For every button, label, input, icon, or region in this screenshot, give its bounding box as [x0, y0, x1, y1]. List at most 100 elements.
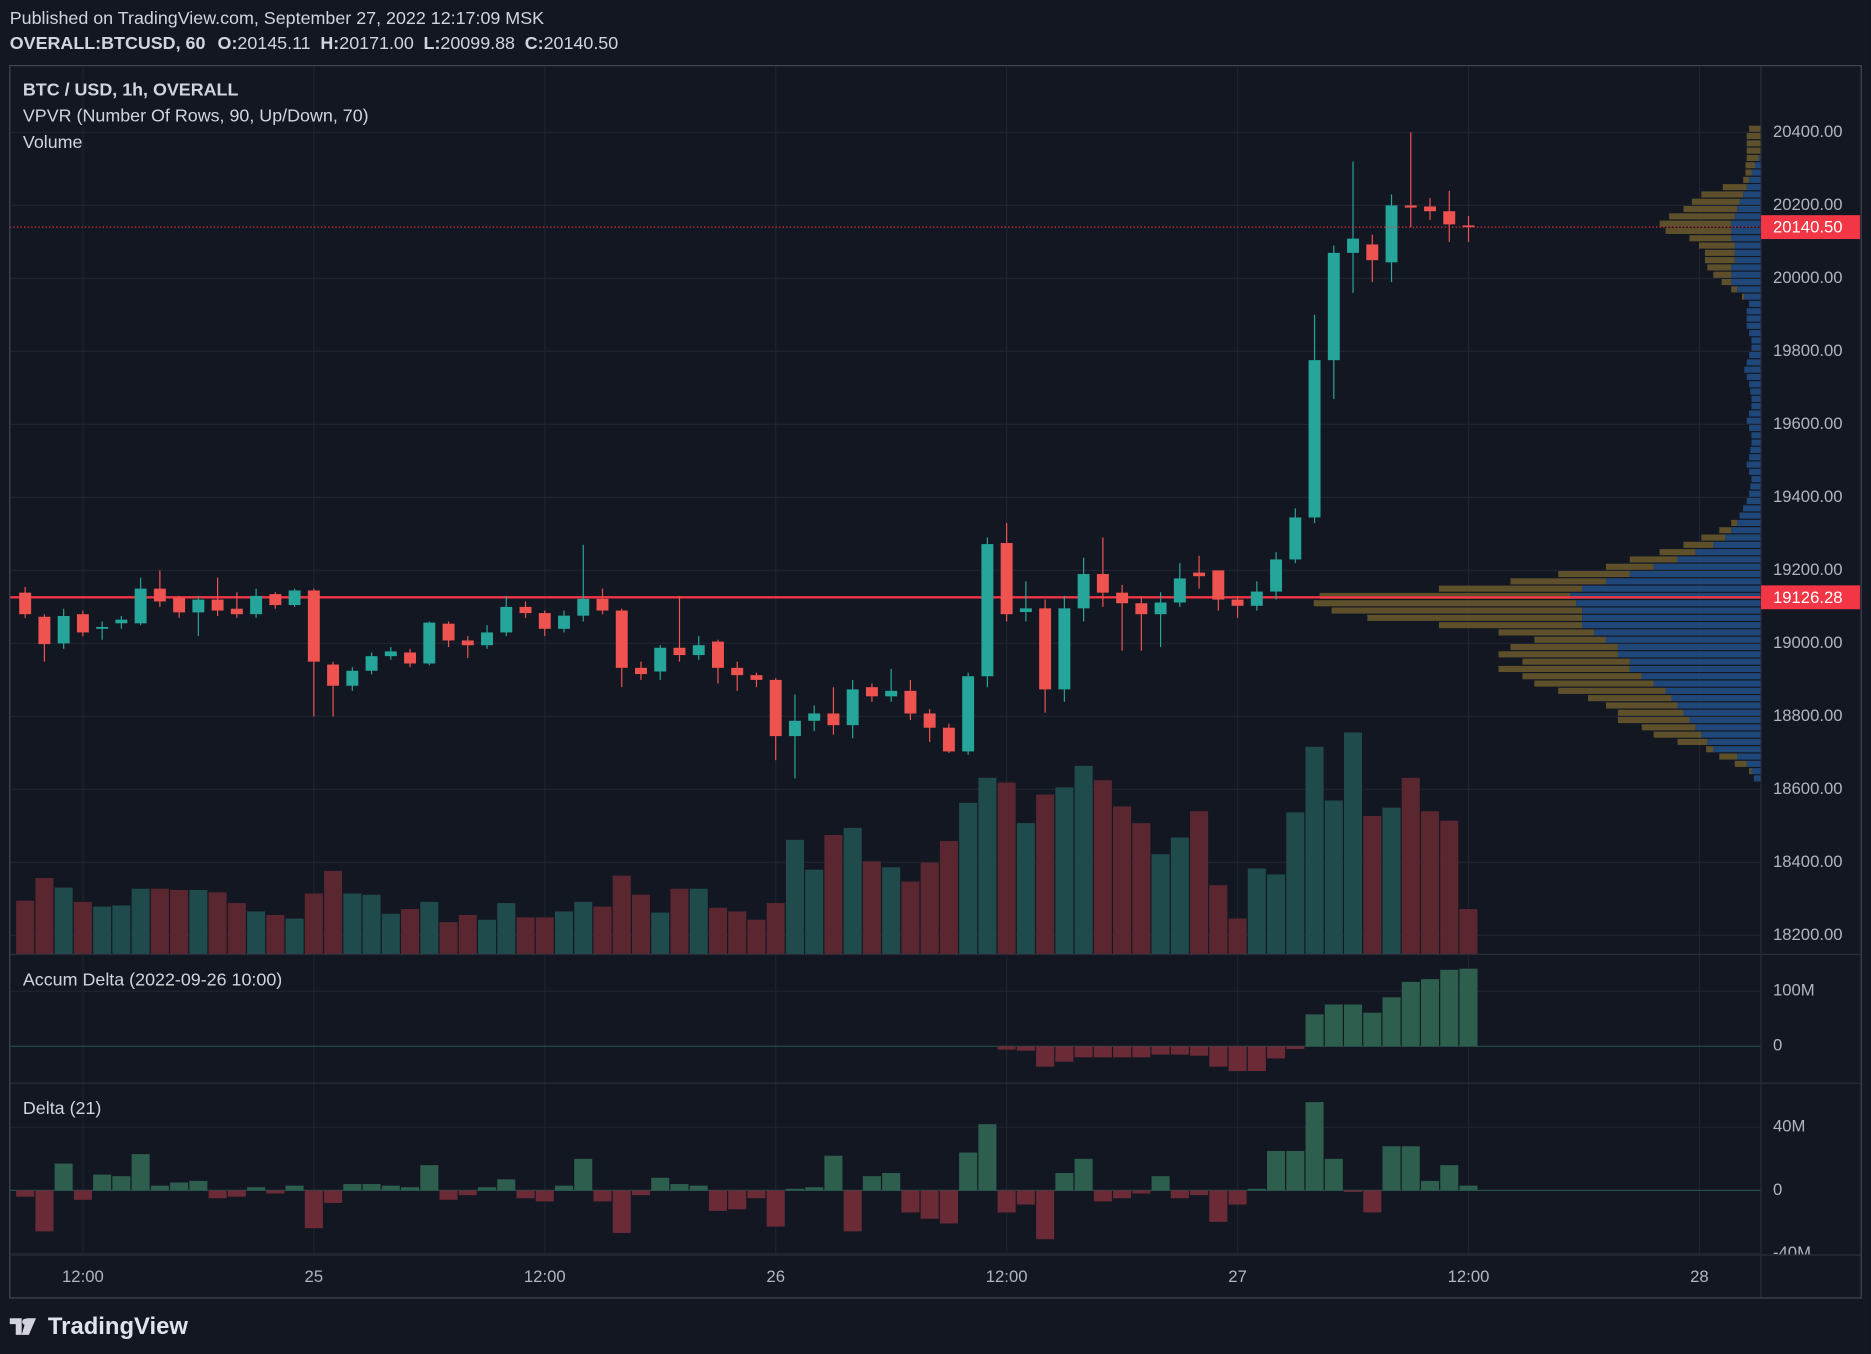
volume-bar: [1074, 765, 1093, 955]
candle-body: [731, 667, 744, 676]
candle-body: [192, 599, 205, 613]
x-tick-label: 25: [305, 1267, 324, 1286]
delta-bar: [1151, 1046, 1170, 1055]
candle-body: [1366, 244, 1379, 261]
profile-down: [1704, 249, 1735, 256]
profile-down: [1719, 527, 1732, 534]
volume-bar: [35, 878, 54, 955]
profile-up: [1751, 768, 1762, 775]
volume-bar: [824, 835, 843, 955]
delta-bar: [1074, 1046, 1093, 1058]
volume-bar: [843, 827, 862, 955]
profile-up: [1744, 366, 1762, 373]
price-pane: [9, 125, 1762, 955]
candle-body: [692, 645, 705, 656]
candle-body: [1212, 570, 1225, 600]
profile-up: [1746, 417, 1762, 424]
profile-down: [1617, 709, 1684, 716]
profile-down: [1719, 753, 1738, 760]
profile-up: [1629, 665, 1762, 672]
time-axis: 12:00 25 12:00 26 12:00 27 12:00 28: [62, 1267, 1709, 1286]
profile-up: [1737, 205, 1762, 213]
volume-bar: [285, 918, 304, 955]
profile-up: [1751, 403, 1762, 410]
y-tick-label: 18200.00: [1773, 925, 1843, 944]
profile-down: [1665, 227, 1732, 235]
delta-bar: [612, 1190, 631, 1233]
profile-up: [1617, 643, 1762, 651]
delta-bar: [1209, 1190, 1228, 1222]
delta-bar: [189, 1180, 208, 1191]
profile-up: [1734, 257, 1762, 264]
candle-body: [596, 598, 609, 611]
delta-bar: [689, 1185, 708, 1191]
profile-down: [1510, 643, 1618, 651]
delta-bar: [1420, 1180, 1440, 1191]
volume-bar: [266, 914, 285, 955]
profile-up: [1653, 680, 1762, 687]
profile-up: [1582, 585, 1762, 592]
profile-down: [1745, 169, 1752, 176]
profile-down: [1746, 147, 1762, 154]
volume-bar: [362, 894, 381, 955]
candle-body: [423, 622, 436, 664]
profile-up: [1746, 497, 1762, 505]
candle-body: [1077, 574, 1090, 609]
candle-body: [250, 595, 263, 615]
profile-up: [1731, 271, 1762, 278]
delta-bar: [997, 1190, 1016, 1213]
delta-bar: [1151, 1176, 1170, 1191]
y-tick-label: 0: [1773, 1180, 1782, 1199]
profile-down: [1498, 665, 1630, 672]
candle-body: [346, 670, 359, 686]
volume-bar: [978, 777, 997, 955]
volume-bar: [1247, 868, 1266, 955]
profile-down: [1731, 519, 1738, 526]
profile-down: [1659, 220, 1732, 227]
profile-up: [1751, 337, 1762, 344]
candle-body: [211, 599, 224, 611]
delta-bar: [1286, 1046, 1305, 1050]
delta-bar: [728, 1190, 747, 1210]
profile-down: [1721, 278, 1732, 286]
delta-bar: [1305, 1102, 1324, 1191]
profile-up: [1749, 381, 1762, 388]
candle-body: [1424, 206, 1436, 212]
candle-body: [1116, 592, 1129, 604]
profile-up: [1749, 176, 1762, 183]
candle-body: [230, 608, 243, 615]
volume-bar: [1344, 732, 1363, 955]
profile-up: [1749, 490, 1762, 497]
y-tick-label: 19800.00: [1773, 341, 1843, 360]
profile-up: [1734, 249, 1762, 256]
volume-bar: [247, 911, 266, 955]
volume-bar: [170, 889, 189, 955]
delta-bar: [227, 1190, 246, 1197]
profile-down: [1745, 162, 1756, 169]
profile-down: [1746, 133, 1762, 140]
profile-down: [1746, 154, 1759, 162]
profile-up: [1570, 592, 1762, 599]
delta-bar: [978, 1124, 997, 1191]
candle-body: [519, 606, 532, 614]
profile-down: [1313, 600, 1577, 607]
delta-bar: [1459, 968, 1478, 1047]
delta-bar: [1228, 1046, 1247, 1072]
volume-bar: [1324, 800, 1343, 955]
profile-up: [1746, 322, 1762, 329]
delta-bar: [1055, 1173, 1074, 1191]
volume-bar: [439, 922, 458, 955]
candle-body: [923, 713, 936, 728]
profile-down: [1534, 636, 1606, 643]
candle-body: [942, 727, 955, 752]
delta-bar: [439, 1190, 458, 1200]
volume-bar: [612, 875, 631, 955]
profile-up: [1750, 446, 1762, 453]
delta-bar: [1459, 1185, 1478, 1191]
candle-body: [442, 623, 455, 641]
candle-body: [865, 687, 878, 697]
profile-up: [1582, 622, 1762, 629]
candle-body: [750, 675, 763, 680]
candle-body: [1250, 591, 1263, 606]
x-tick-label: 12:00: [1448, 1267, 1490, 1286]
